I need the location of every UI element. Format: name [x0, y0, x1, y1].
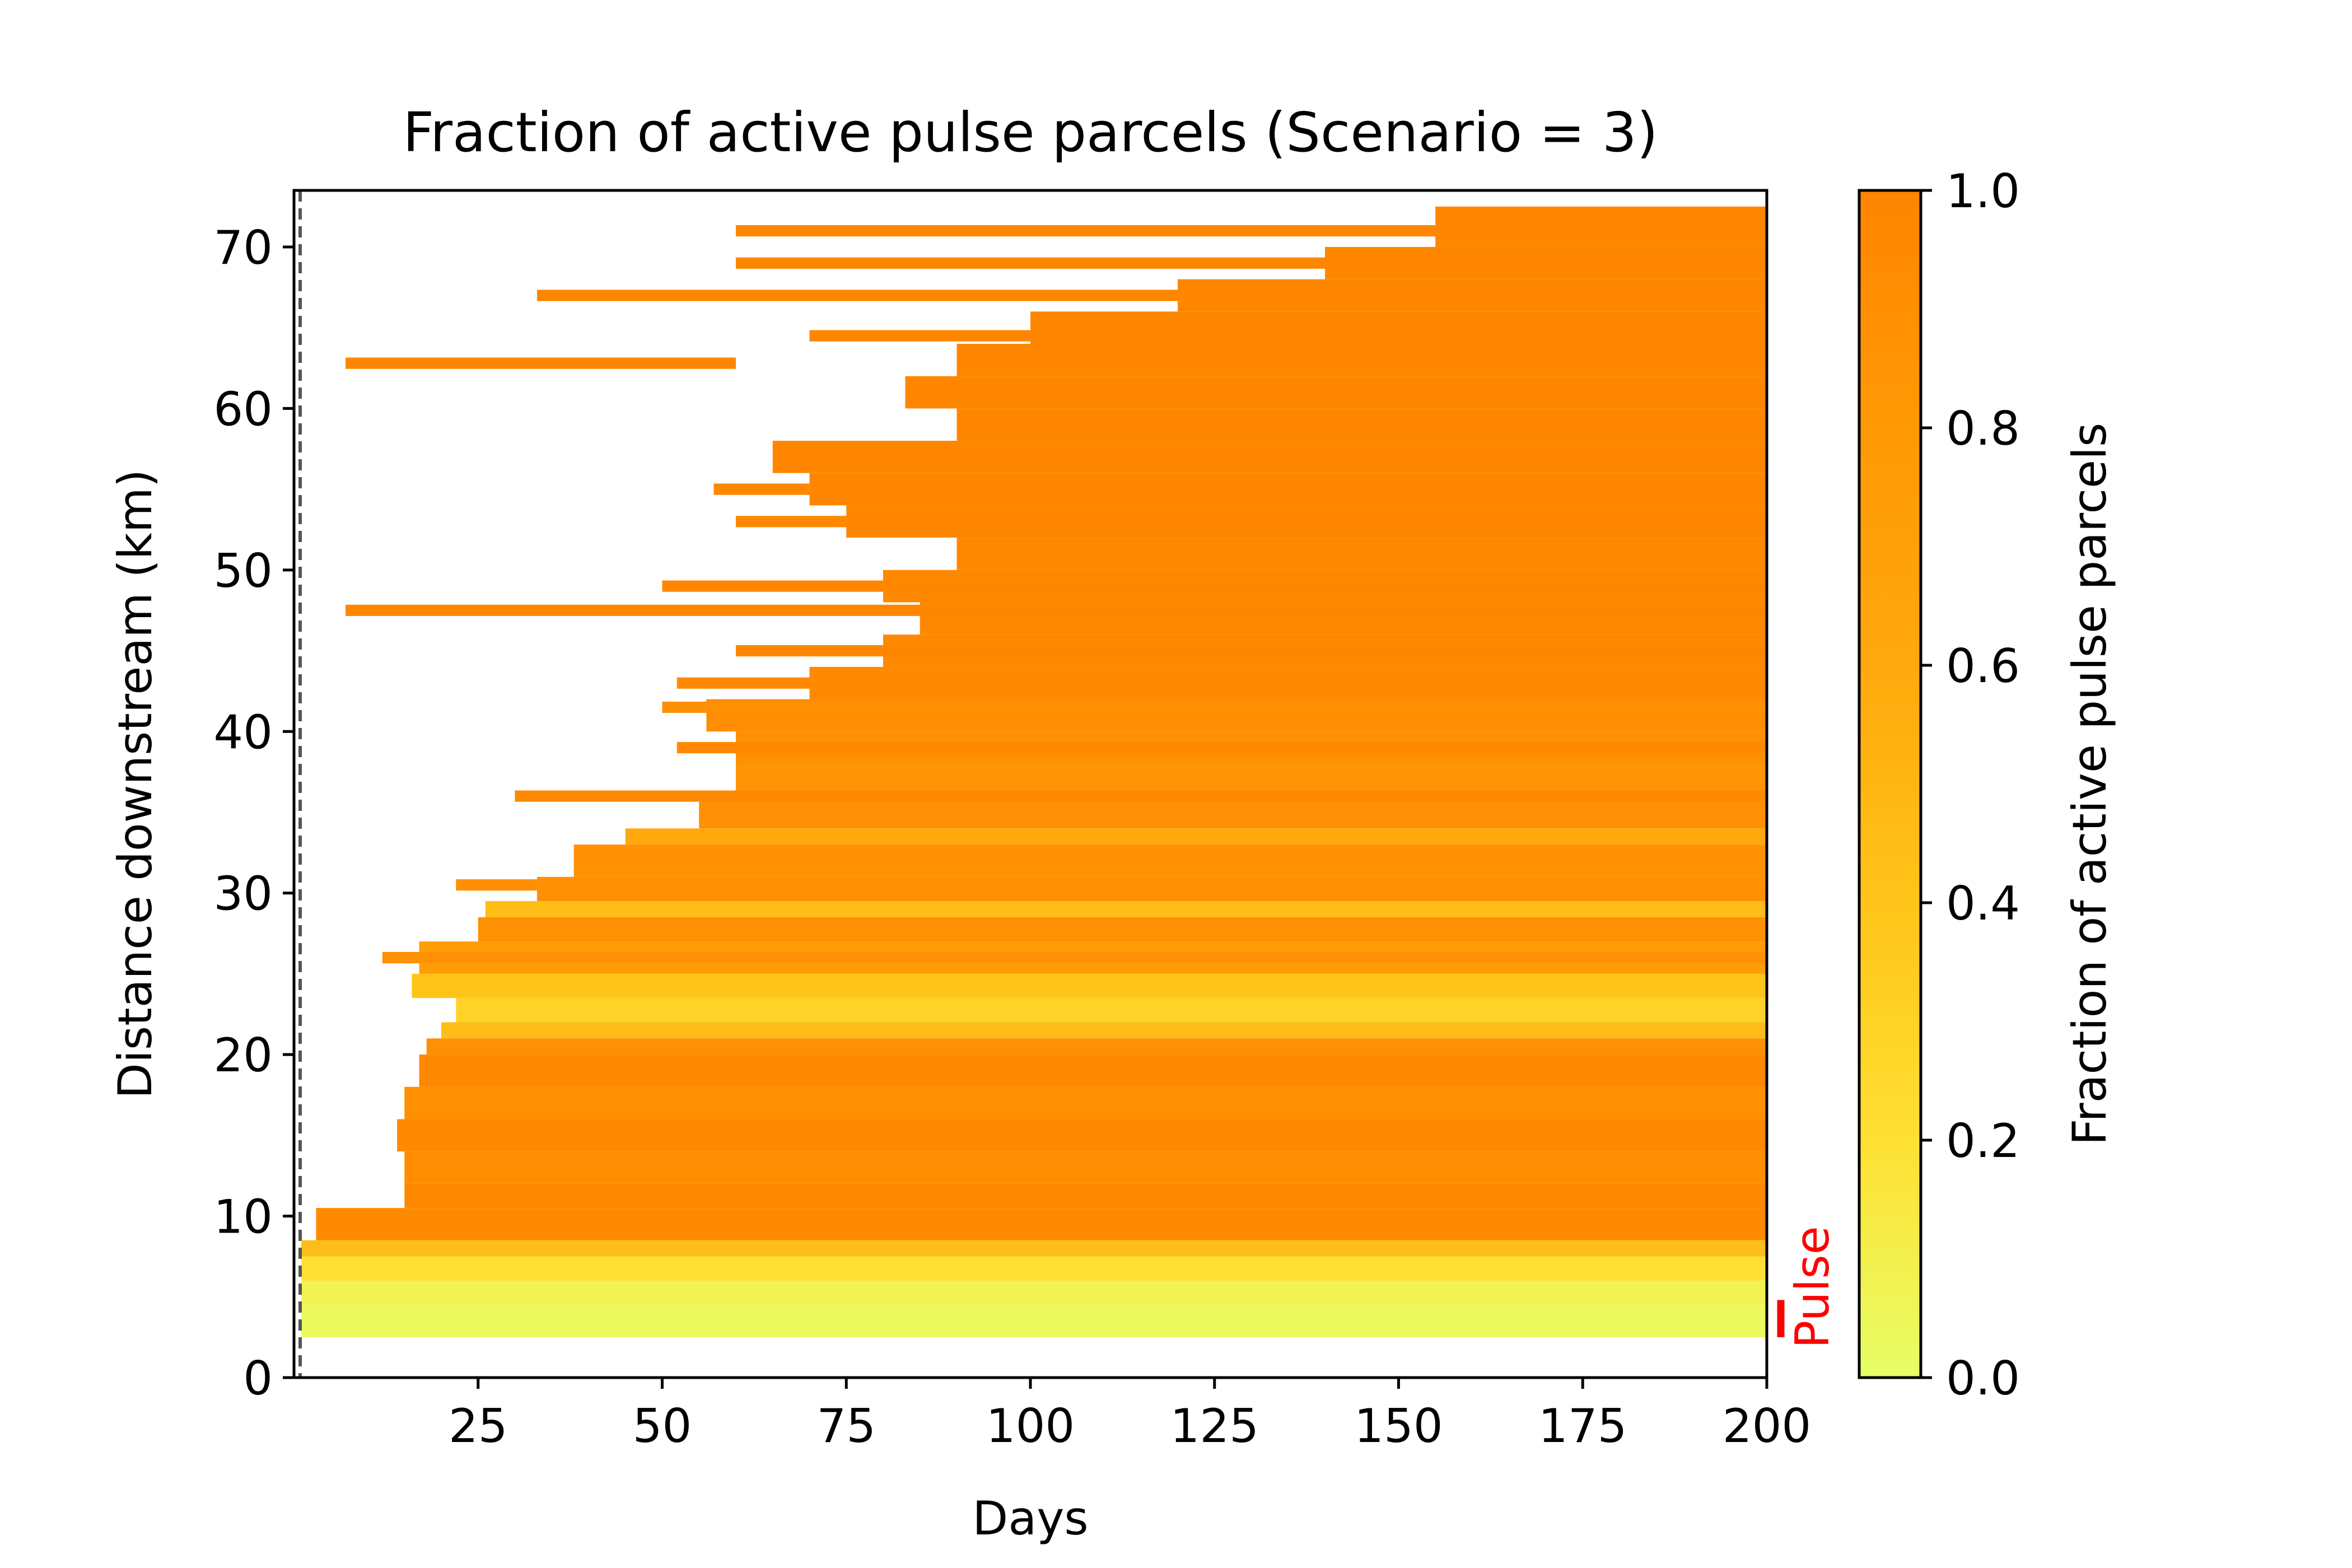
y-tick-label: 30 — [213, 867, 273, 921]
x-tick-label: 75 — [816, 1399, 876, 1453]
x-tick-label: 200 — [1723, 1399, 1811, 1453]
plot-area — [298, 190, 1767, 1378]
heatmap-streak — [736, 516, 1767, 528]
heatmap-streak — [346, 604, 1767, 617]
heatmap-band — [301, 1280, 1767, 1305]
y-tick-label: 40 — [213, 705, 273, 759]
heatmap-streak — [736, 225, 1767, 237]
heatmap-band — [956, 344, 1767, 376]
heatmap-streak — [662, 701, 1767, 713]
x-axis-ticks: 25 50 75 100 125 150 175 200 — [449, 1378, 1811, 1453]
heatmap-streak — [676, 742, 1767, 754]
heatmap-streak — [713, 483, 1767, 495]
heatmap-band — [426, 1038, 1767, 1055]
colorbar-tick-label: 0.6 — [1946, 639, 2020, 693]
colorbar-tick-label: 1.0 — [1946, 164, 2020, 218]
heatmap-band — [573, 844, 1767, 877]
heatmap-band — [419, 1054, 1767, 1087]
y-tick-label: 50 — [213, 544, 273, 598]
heatmap-band — [404, 1183, 1767, 1208]
colorbar-tick-label: 0.4 — [1946, 876, 2020, 931]
colorbar-label: Fraction of active pulse parcels — [2062, 423, 2117, 1146]
heatmap-band — [456, 998, 1767, 1023]
x-tick-label: 50 — [633, 1399, 692, 1453]
y-tick-label: 70 — [213, 221, 273, 275]
pulse-label: Pulse — [1785, 1226, 1840, 1348]
x-tick-label: 125 — [1170, 1399, 1259, 1453]
heatmap-streak — [515, 790, 1767, 802]
heatmap-band — [397, 1119, 1767, 1152]
colorbar-tick-label: 0.0 — [1946, 1351, 2020, 1406]
heatmap-band — [412, 973, 1767, 998]
y-tick-label: 60 — [213, 382, 273, 436]
heatmap-band — [905, 376, 1767, 409]
y-tick-label: 10 — [213, 1190, 273, 1244]
heatmap-band — [316, 1208, 1767, 1240]
heatmap-streak — [662, 580, 1767, 592]
heatmap-band — [301, 1305, 1767, 1337]
heatmap-band — [485, 901, 1767, 917]
heatmap-streak — [536, 290, 1767, 301]
heatmap-streak — [456, 879, 1767, 891]
y-axis-label: Distance downstream (km) — [108, 469, 162, 1099]
pulse-annotation: Pulse — [1777, 1226, 1840, 1348]
colorbar-gradient — [1858, 189, 1922, 1379]
heatmap-streak — [809, 330, 1767, 342]
x-tick-label: 25 — [449, 1399, 508, 1453]
heatmap-band — [301, 1256, 1767, 1281]
y-tick-label: 20 — [213, 1028, 273, 1082]
colorbar-ticks: 0.0 0.2 0.4 0.6 0.8 1.0 — [1921, 164, 2020, 1406]
heatmap-streak — [382, 951, 1767, 964]
x-axis-label: Days — [972, 1491, 1088, 1546]
y-axis-ticks: 0 10 20 30 40 50 60 70 — [213, 221, 294, 1406]
heatmap-band — [478, 917, 1767, 942]
heatmap-band — [404, 1151, 1767, 1184]
heatmap-band — [956, 538, 1767, 570]
heatmap-streak — [736, 257, 1767, 269]
heatmap-streak — [676, 677, 1767, 689]
heatmap-streak — [346, 357, 736, 369]
heatmap-band — [956, 408, 1767, 441]
heatmap-streaks — [346, 225, 1767, 964]
x-tick-label: 100 — [986, 1399, 1075, 1453]
heatmap-band — [441, 1022, 1767, 1039]
heatmap-band — [404, 1086, 1767, 1119]
y-tick-label: 0 — [243, 1351, 273, 1406]
heatmap-streak — [736, 645, 1767, 657]
heatmap-band — [625, 828, 1767, 845]
x-tick-label: 150 — [1354, 1399, 1443, 1453]
colorbar-tick-label: 0.8 — [1946, 402, 2020, 456]
chart-title: Fraction of active pulse parcels (Scenar… — [403, 101, 1658, 164]
x-tick-label: 175 — [1538, 1399, 1627, 1453]
heatmap-band — [772, 441, 1767, 473]
colorbar-tick-label: 0.2 — [1946, 1114, 2020, 1168]
heatmap-bands — [301, 206, 1767, 1337]
heatmap-band — [301, 1240, 1767, 1257]
colorbar: 0.0 0.2 0.4 0.6 0.8 1.0 Fraction of active pu… — [1858, 164, 2117, 1406]
